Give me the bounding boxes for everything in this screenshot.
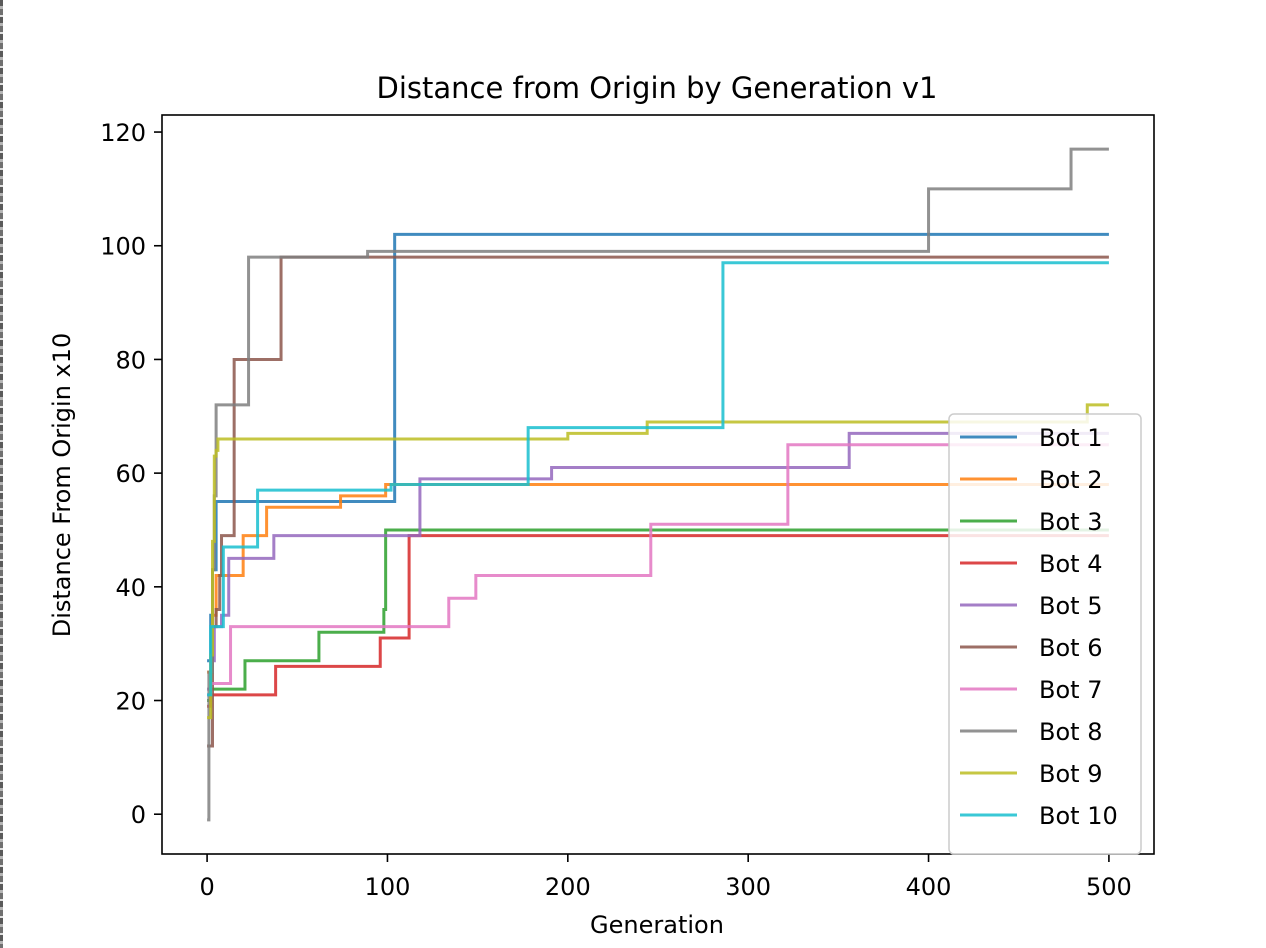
plot-area — [207, 147, 1109, 822]
y-tick-label: 0 — [131, 801, 146, 829]
y-tick-label: 120 — [100, 119, 146, 147]
series-line-3 — [207, 528, 1109, 703]
legend-entry-1: Bot 1 — [1039, 424, 1102, 452]
legend-entry-6: Bot 6 — [1039, 634, 1102, 662]
legend: Bot 1 Bot 2 Bot 3 Bot 4 Bot 5 Bot 6 Bot 7 Bot 8… — [948, 413, 1142, 855]
y-tick-label: 60 — [115, 460, 146, 488]
legend-entry-5: Bot 5 — [1039, 592, 1102, 620]
series-line-9 — [207, 403, 1109, 720]
legend-entry-3: Bot 3 — [1039, 508, 1102, 536]
chart-title: Distance from Origin by Generation v1 — [377, 71, 938, 105]
x-tick-label: 200 — [545, 873, 591, 901]
legend-entry-4: Bot 4 — [1039, 550, 1102, 578]
y-tick-label: 40 — [115, 574, 146, 602]
legend-box — [948, 413, 1142, 855]
axes-frame — [161, 114, 1155, 855]
y-tick-label: 80 — [115, 346, 146, 374]
x-tick-label: 100 — [365, 873, 411, 901]
x-tick-label: 300 — [725, 873, 771, 901]
x-axis-label: Generation — [590, 911, 724, 939]
window-edge-strip — [0, 0, 3, 948]
x-axis: 0 100 200 300 400 500 — [199, 854, 1132, 901]
y-axis: 0 20 40 60 80 100 120 — [100, 119, 162, 829]
legend-entry-9: Bot 9 — [1039, 760, 1102, 788]
series-line-7 — [207, 443, 1109, 697]
x-tick-label: 500 — [1086, 873, 1132, 901]
y-tick-label: 20 — [115, 688, 146, 716]
legend-entry-7: Bot 7 — [1039, 676, 1102, 704]
legend-entry-2: Bot 2 — [1039, 466, 1102, 494]
x-tick-label: 400 — [906, 873, 952, 901]
series-line-5 — [207, 431, 1109, 691]
x-tick-label: 0 — [199, 873, 214, 901]
legend-entry-10: Bot 10 — [1039, 802, 1118, 830]
legend-entry-8: Bot 8 — [1039, 718, 1102, 746]
y-tick-label: 100 — [100, 233, 146, 261]
y-axis-label: Distance From Origin x10 — [48, 333, 76, 638]
series-line-10 — [207, 261, 1109, 697]
